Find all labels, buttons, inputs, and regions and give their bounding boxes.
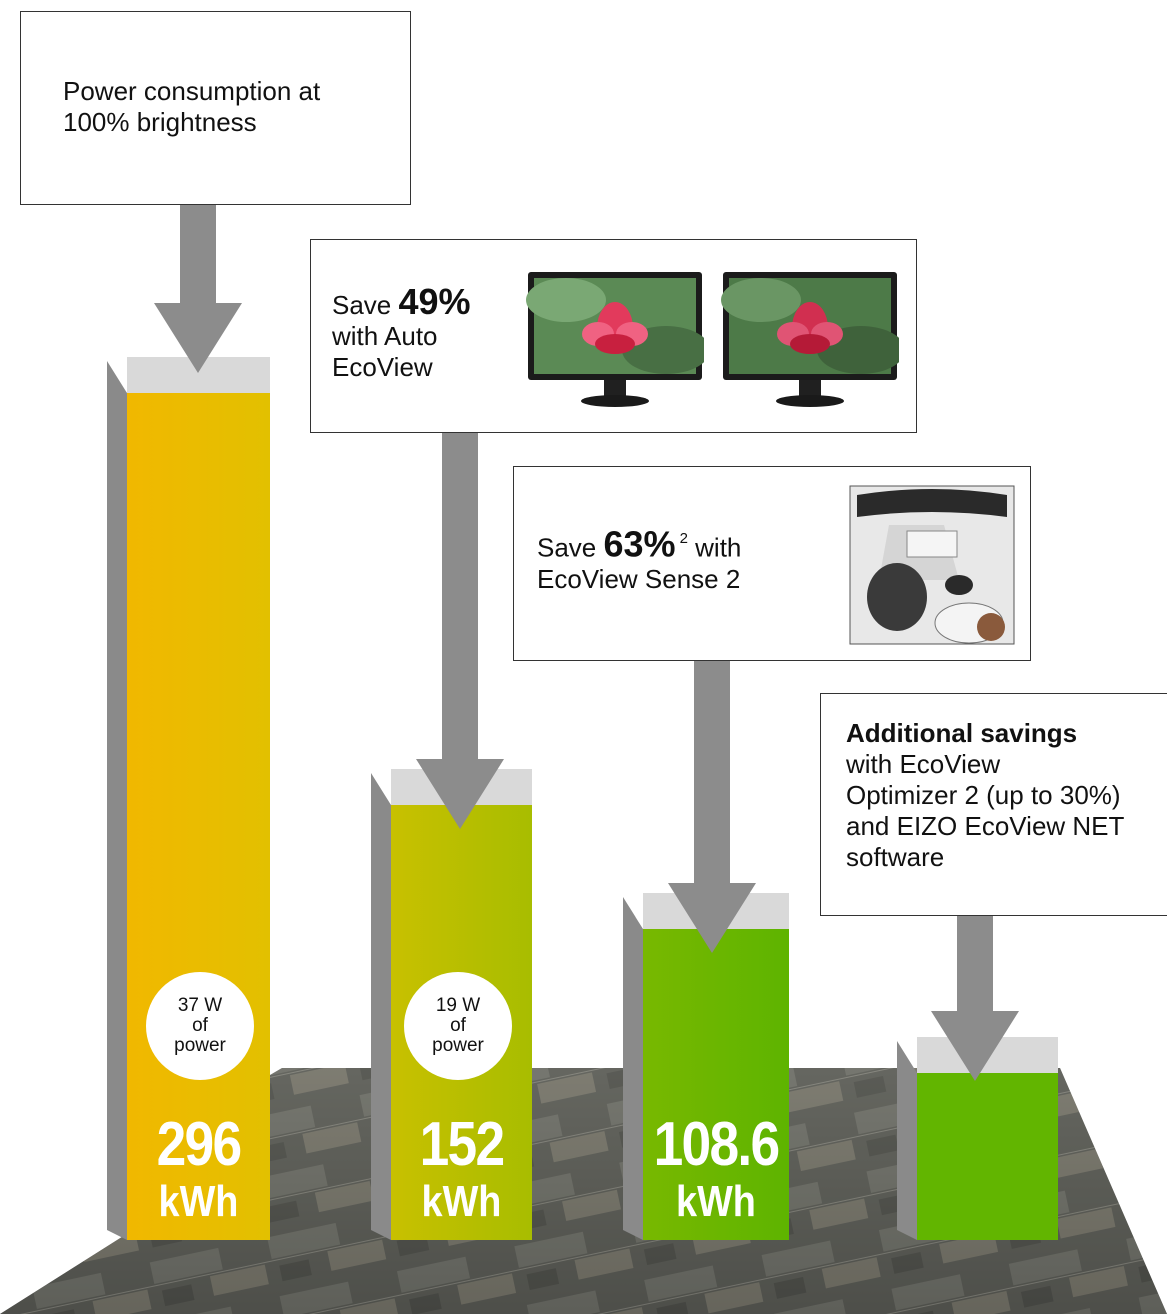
value-label-2-unit: kWh bbox=[421, 1177, 502, 1226]
value-label-2: 152 kWh bbox=[391, 1112, 532, 1226]
callout-baseline-text: Power consumption at 100% brightness bbox=[63, 76, 321, 137]
monitor-image-dimmed bbox=[721, 272, 899, 407]
callout-sense-rest2: EcoView Sense 2 bbox=[537, 563, 741, 594]
callout-auto-ecoview-prefix: Save bbox=[332, 290, 399, 320]
power-badge-2-line2: of bbox=[450, 1015, 466, 1036]
callout-additional-line3: and EIZO EcoView NET bbox=[846, 811, 1125, 841]
bar-3-front bbox=[643, 929, 789, 1240]
bar-2-side bbox=[371, 773, 391, 1240]
bar-1-side bbox=[107, 361, 127, 1240]
power-badge-2-line1: 19 W bbox=[435, 995, 481, 1016]
callout-auto-ecoview-text: Save 49% with Auto EcoView bbox=[332, 284, 532, 383]
monitor-image-bright bbox=[526, 272, 704, 407]
callout-additional-heading: Additional savings bbox=[846, 718, 1078, 748]
bar-1-top bbox=[127, 357, 270, 393]
bar-4-front bbox=[917, 1073, 1058, 1240]
callout-additional-line1: with EcoView bbox=[846, 749, 1001, 779]
value-label-3: 108.6 kWh bbox=[643, 1112, 789, 1226]
callout-auto-ecoview-rest: with Auto EcoView bbox=[332, 321, 438, 382]
callout-auto-ecoview: Save 49% with Auto EcoView bbox=[310, 239, 917, 433]
arrow-2 bbox=[416, 433, 504, 829]
bar-1-front bbox=[127, 393, 270, 1240]
power-badge-1-line3: power bbox=[174, 1035, 226, 1056]
value-label-1: 296 kWh bbox=[127, 1112, 270, 1226]
callout-additional-line2: Optimizer 2 (up to 30%) bbox=[846, 780, 1121, 810]
money-floor-texture bbox=[0, 1068, 1167, 1314]
callout-sense-text: Save 63% 2 with EcoView Sense 2 bbox=[537, 523, 837, 595]
callout-sense-footnote: 2 bbox=[679, 530, 688, 547]
power-badge-2: 19 W of power bbox=[404, 972, 512, 1080]
callout-baseline: Power consumption at 100% brightness bbox=[20, 11, 411, 205]
value-label-3-number: 108.6 bbox=[653, 1110, 781, 1179]
value-label-1-number: 296 bbox=[156, 1110, 243, 1179]
callout-sense: Save 63% 2 with EcoView Sense 2 bbox=[513, 466, 1031, 661]
bar-4-side bbox=[897, 1041, 917, 1240]
power-badge-2-line3: power bbox=[432, 1035, 484, 1056]
power-badge-1-line2: of bbox=[192, 1015, 208, 1036]
callout-auto-ecoview-percent: 49% bbox=[398, 281, 471, 322]
arrow-1 bbox=[154, 205, 242, 373]
callout-additional-line4: software bbox=[846, 842, 945, 872]
bar-3 bbox=[623, 893, 789, 1240]
callout-additional-text: Additional savings with EcoView Optimize… bbox=[846, 718, 1166, 873]
arrows-layer bbox=[154, 205, 1019, 1081]
callout-additional: Additional savings with EcoView Optimize… bbox=[820, 693, 1167, 916]
arrow-4 bbox=[931, 916, 1019, 1081]
value-label-3-unit: kWh bbox=[676, 1177, 756, 1226]
callout-sense-rest1: with bbox=[695, 532, 742, 563]
value-label-1-unit: kWh bbox=[158, 1177, 239, 1226]
bar-4 bbox=[897, 1037, 1058, 1240]
arrow-3 bbox=[668, 661, 756, 953]
callout-sense-percent: 63% bbox=[603, 523, 676, 565]
callout-sense-prefix: Save bbox=[537, 532, 604, 563]
power-badge-1-line1: 37 W bbox=[177, 995, 223, 1016]
bar-1 bbox=[107, 357, 270, 1240]
bar-3-side bbox=[623, 897, 643, 1240]
power-badge-1: 37 W of power bbox=[146, 972, 254, 1080]
value-label-2-number: 152 bbox=[419, 1110, 506, 1179]
sensor-illustration bbox=[849, 485, 1015, 645]
